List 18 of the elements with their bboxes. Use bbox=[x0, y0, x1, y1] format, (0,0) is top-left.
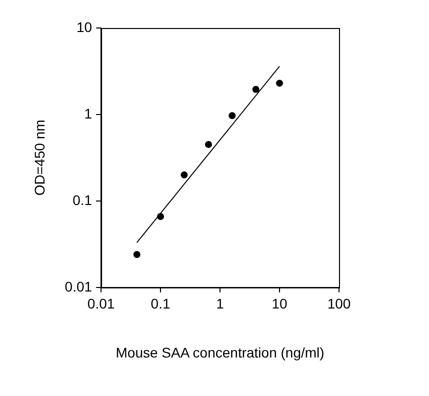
x-tick-label: 10 bbox=[272, 296, 288, 312]
x-tick-label: 0.01 bbox=[87, 296, 115, 312]
point bbox=[276, 80, 284, 87]
y-tick-label: 1 bbox=[84, 105, 92, 122]
point bbox=[228, 112, 236, 120]
x-tick-label: 100 bbox=[327, 296, 351, 312]
point bbox=[157, 213, 164, 220]
point bbox=[252, 86, 260, 93]
x-tick-label: 0.1 bbox=[150, 296, 170, 312]
point bbox=[133, 251, 140, 258]
y-axis-title: OD=450 nm bbox=[31, 120, 48, 196]
y-tick-label: 0.1 bbox=[72, 192, 92, 208]
point bbox=[204, 140, 212, 148]
y-tick-label: 0.01 bbox=[64, 278, 92, 294]
x-tick-label: 1 bbox=[216, 296, 224, 312]
y-tick-label: 10 bbox=[76, 18, 92, 35]
x-axis-title: Mouse SAA concentration (ng/ml) bbox=[116, 344, 324, 360]
point bbox=[180, 171, 188, 178]
